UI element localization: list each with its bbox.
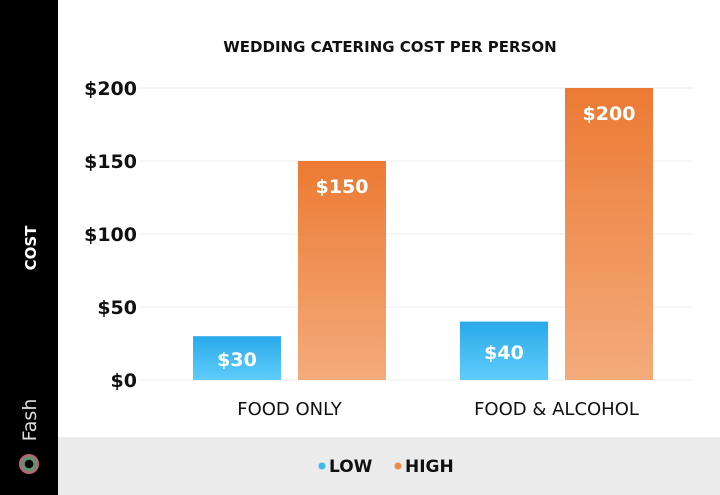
y-tick-label: $0	[111, 370, 137, 392]
data-label: $30	[217, 349, 257, 371]
bar-high	[298, 161, 386, 380]
bar-low	[460, 321, 548, 380]
bar-low	[193, 336, 281, 380]
legend-label: LOW	[329, 457, 373, 477]
legend-label: HIGH	[405, 457, 454, 477]
brand-sidebar	[0, 0, 58, 495]
x-tick-label: FOOD ONLY	[237, 399, 343, 420]
logo-aperture-icon	[19, 454, 39, 474]
data-label: $200	[583, 103, 636, 125]
y-tick-label: $200	[84, 78, 137, 100]
y-tick-label: $100	[84, 224, 137, 246]
data-label: $150	[316, 176, 369, 198]
x-tick-label: FOOD & ALCOHOL	[474, 399, 639, 420]
data-label: $40	[484, 342, 524, 364]
chart-title: WEDDING CATERING COST PER PERSON	[223, 38, 556, 56]
legend-marker	[394, 462, 402, 470]
y-tick-label: $150	[84, 151, 137, 173]
y-axis-label: COST	[22, 225, 40, 271]
legend-band	[58, 437, 720, 495]
y-tick-label: $50	[97, 297, 137, 319]
logo-text: Fash	[19, 399, 41, 442]
legend-marker	[318, 462, 326, 470]
bar-high	[565, 88, 653, 380]
